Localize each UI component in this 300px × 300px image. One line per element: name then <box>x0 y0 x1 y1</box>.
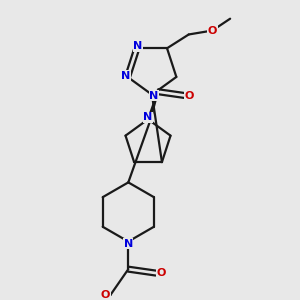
Text: N: N <box>149 91 159 100</box>
Text: O: O <box>101 290 110 300</box>
Text: N: N <box>143 112 153 122</box>
Text: N: N <box>124 238 133 248</box>
Text: N: N <box>121 71 130 81</box>
Text: O: O <box>156 268 166 278</box>
Text: O: O <box>208 26 217 35</box>
Text: O: O <box>185 91 194 100</box>
Text: N: N <box>133 41 142 51</box>
